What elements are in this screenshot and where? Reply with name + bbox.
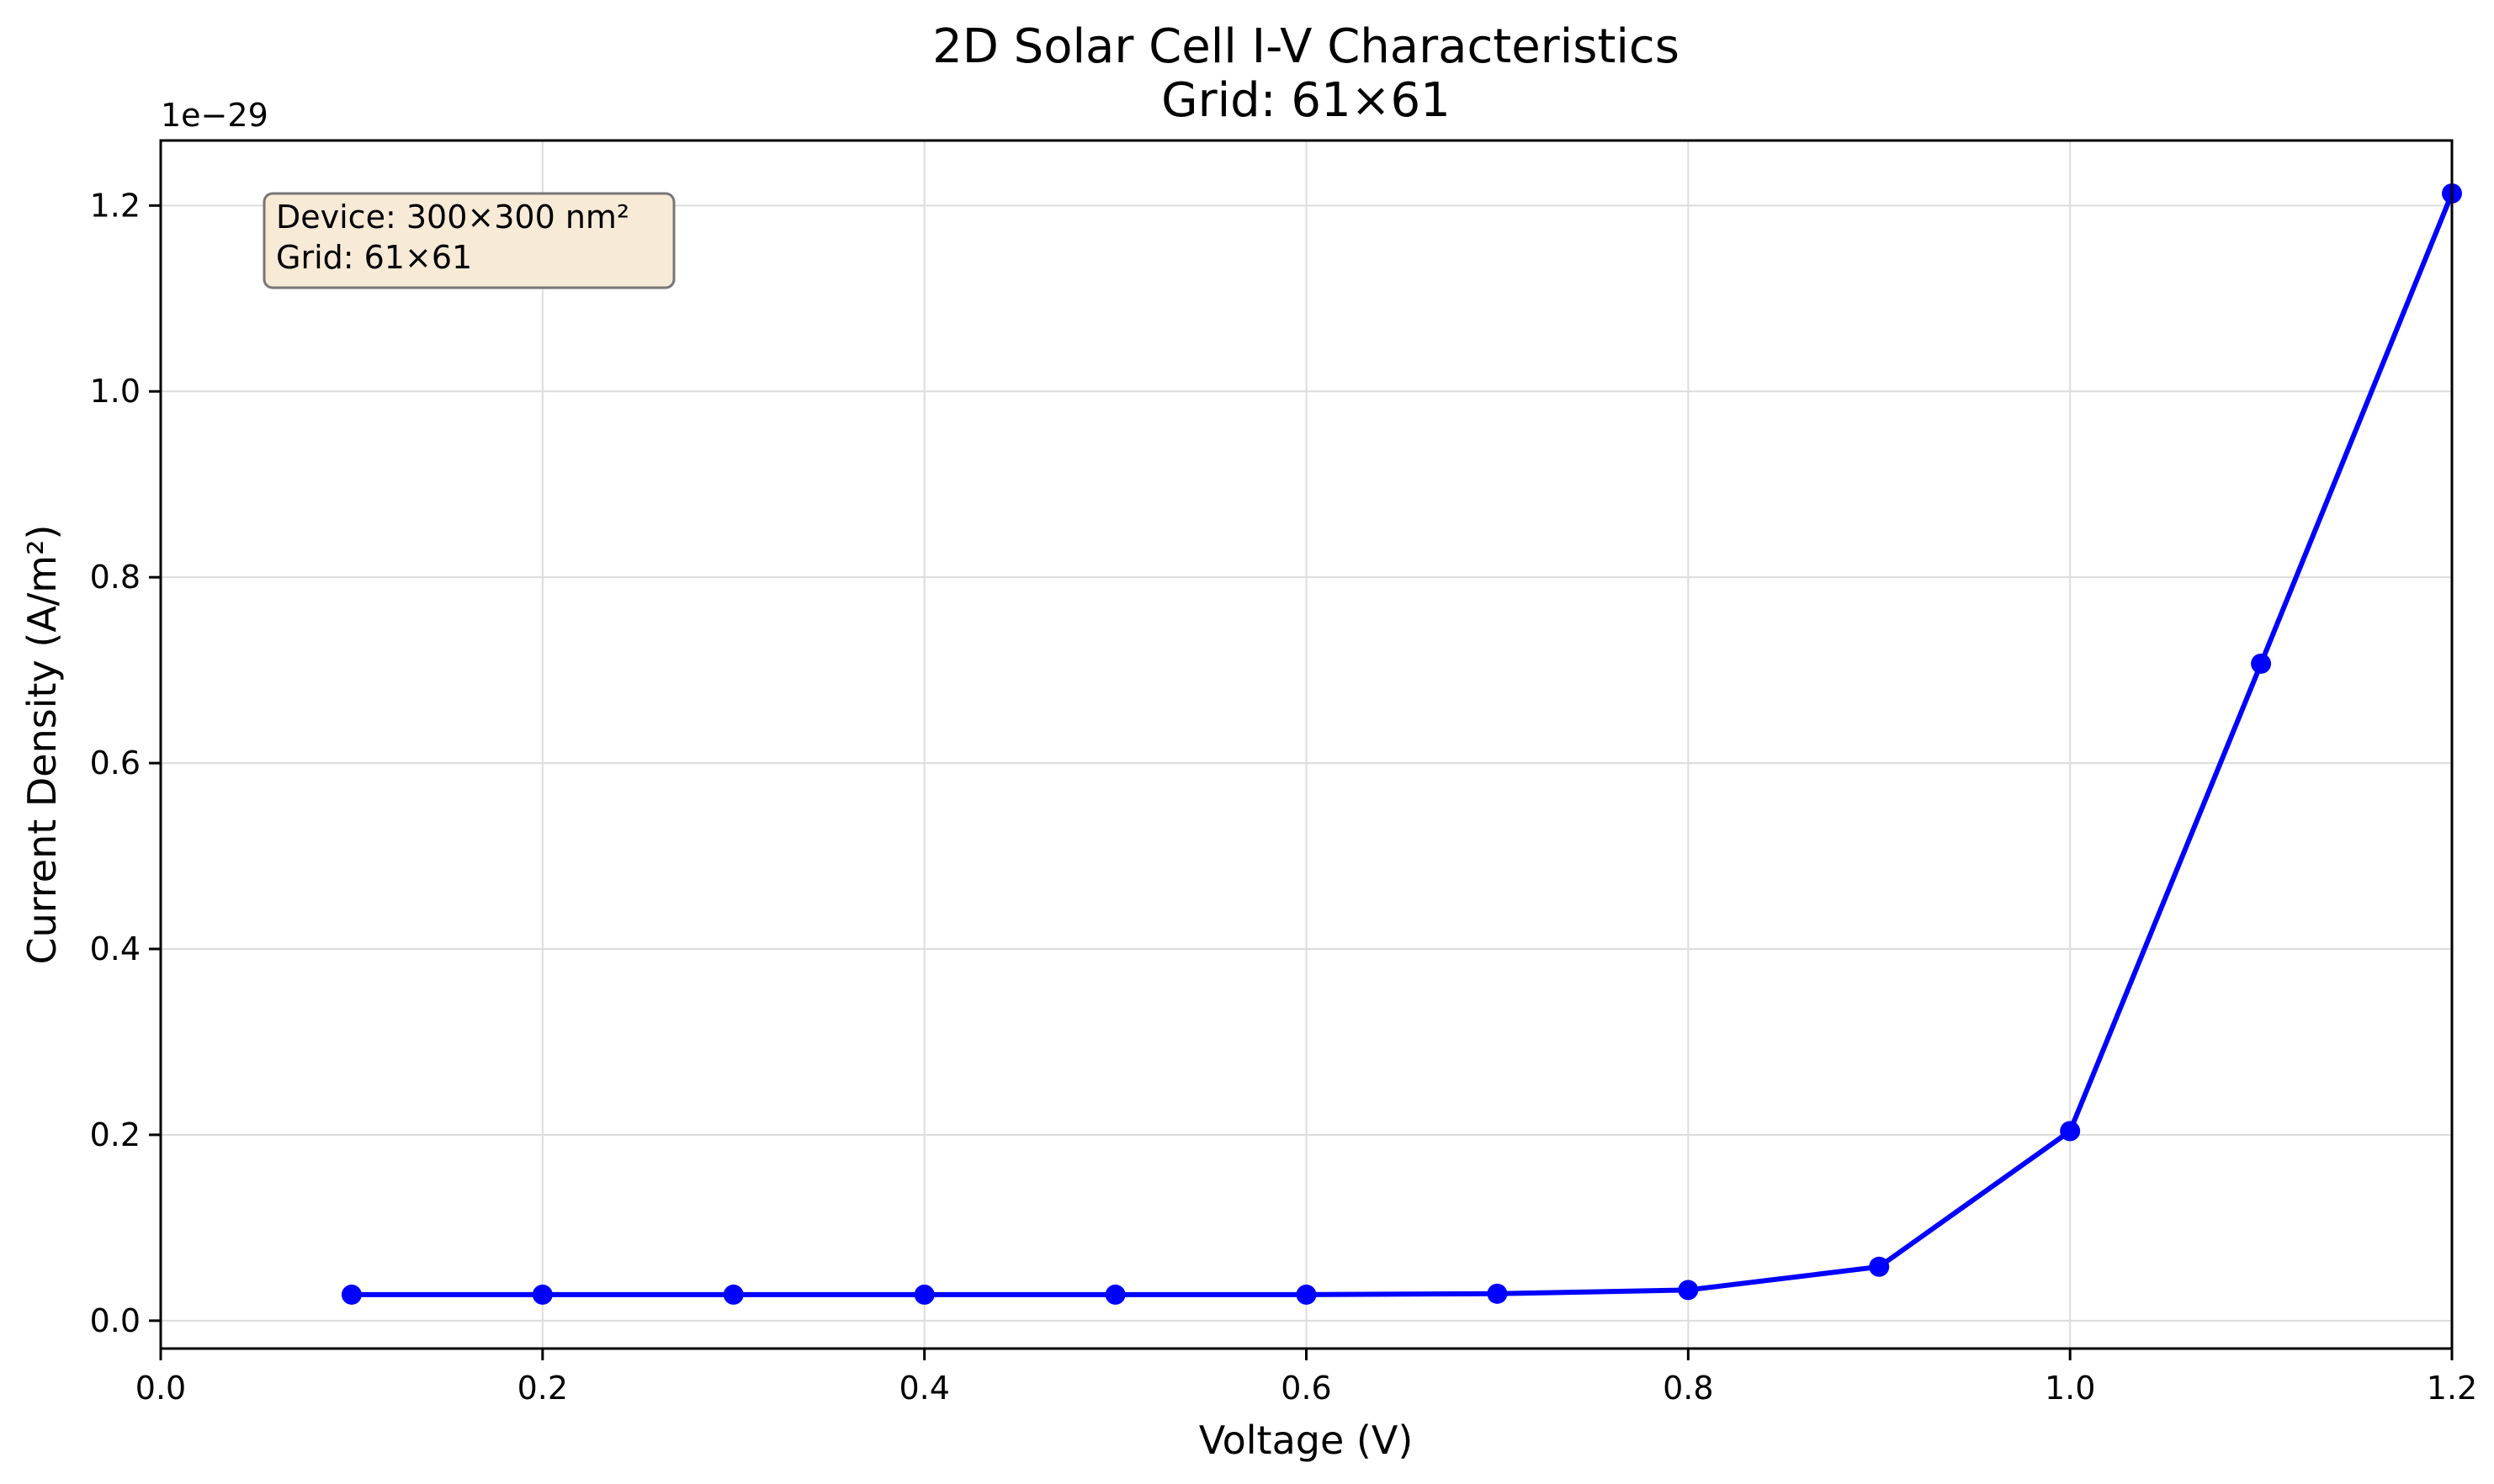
data-point xyxy=(341,1284,362,1305)
x-tick-label: 1.0 xyxy=(2045,1370,2095,1407)
grid-lines xyxy=(160,140,2453,1349)
y-axis-label: Current Density (A/m²) xyxy=(19,524,65,964)
data-point xyxy=(1678,1280,1699,1301)
x-tick-label: 0.0 xyxy=(135,1370,186,1407)
x-tick-label: 1.2 xyxy=(2427,1370,2477,1407)
data-point xyxy=(1296,1284,1317,1305)
plot-frame xyxy=(159,139,2454,1350)
x-tick-label: 0.6 xyxy=(1281,1370,1331,1407)
y-tick-label: 0.2 xyxy=(90,1116,141,1153)
data-point xyxy=(1487,1283,1508,1304)
annotation-box: Device: 300×300 nm² Grid: 61×61 xyxy=(263,192,676,289)
data-point xyxy=(532,1284,553,1305)
y-tick-label: 1.2 xyxy=(90,187,141,224)
x-tick-label: 0.2 xyxy=(517,1370,568,1407)
data-point xyxy=(1869,1256,1890,1277)
data-point xyxy=(2060,1121,2081,1142)
y-axis-ticks: 0.0 0.2 0.4 0.6 0.8 1.0 1.2 xyxy=(90,187,161,1339)
y-tick-label: 1.0 xyxy=(90,373,141,410)
series-layer xyxy=(341,183,2462,1305)
y-tick-label: 0.0 xyxy=(90,1302,141,1339)
chart-title: 2D Solar Cell I-V Characteristics xyxy=(932,19,1679,74)
y-tick-label: 0.8 xyxy=(90,559,141,596)
y-tick-label: 0.6 xyxy=(90,745,141,782)
data-point xyxy=(914,1284,935,1305)
x-axis-label: Voltage (V) xyxy=(1199,1418,1414,1463)
chart-subtitle: Grid: 61×61 xyxy=(1161,73,1451,128)
annotation-background xyxy=(263,192,676,289)
y-scale-offset-label: 1e−29 xyxy=(161,97,268,134)
data-point xyxy=(1105,1284,1126,1305)
x-axis-ticks: 0.0 0.2 0.4 0.6 0.8 1.0 1.2 xyxy=(135,1349,2477,1407)
annotation-device-text: Device: 300×300 nm² xyxy=(276,199,629,236)
y-tick-label: 0.4 xyxy=(90,930,141,967)
data-point xyxy=(2251,653,2272,674)
annotation-grid-text: Grid: 61×61 xyxy=(276,239,472,276)
x-tick-label: 0.8 xyxy=(1663,1370,1713,1407)
data-point xyxy=(723,1284,744,1305)
x-tick-label: 0.4 xyxy=(899,1370,949,1407)
series-line xyxy=(351,192,2454,1297)
